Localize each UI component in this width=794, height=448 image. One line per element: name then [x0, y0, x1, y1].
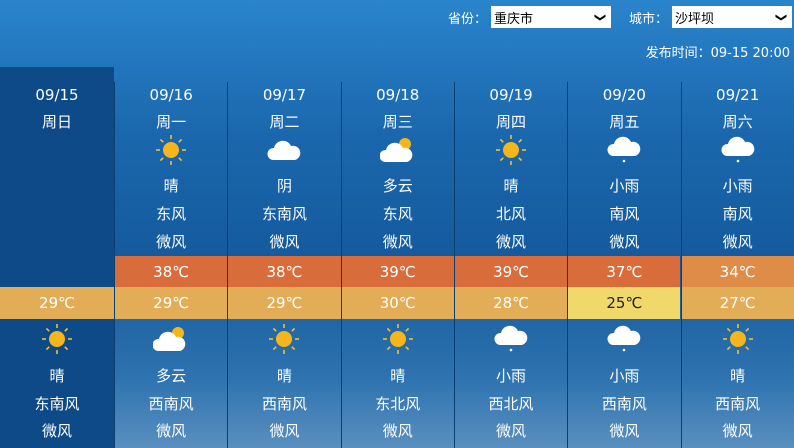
- publish-time: 发布时间：09-15 20:00: [645, 46, 790, 61]
- weekday: 周六: [722, 113, 753, 131]
- high-temp: 34℃: [681, 256, 794, 288]
- high-temp: 39℃: [341, 256, 454, 288]
- low-temp: 27℃: [681, 287, 794, 319]
- night-weather: 晴: [730, 367, 746, 385]
- rain-icon: [606, 324, 642, 354]
- partly-cloudy-icon: [152, 324, 189, 354]
- high-temp: 38℃: [115, 256, 228, 288]
- night-weather: 小雨: [609, 367, 640, 385]
- date: 09/20: [602, 86, 646, 104]
- location-selector: 省份： 重庆市 ❯ 城市： 沙坪坝 ❯: [430, 0, 794, 34]
- night-wind-level: 微风: [269, 422, 300, 440]
- night-weather: 小雨: [496, 367, 527, 385]
- night-wind-direction: 西南风: [148, 395, 194, 413]
- date: 09/16: [149, 86, 193, 104]
- low-temp: 25℃: [568, 287, 681, 319]
- city-select[interactable]: 沙坪坝 ❯: [672, 6, 792, 28]
- night-weather: 晴: [276, 367, 292, 385]
- forecast-day-09-17: 09/17 周二阴东南风 微风 38℃ 29℃ 晴西南风 微风: [227, 82, 341, 448]
- weekday: 周五: [609, 113, 640, 131]
- night-weather: 晴: [390, 367, 406, 385]
- forecast-grid: 09/15 周日 29℃ 晴东南风 微风 09/16 周一晴东风 微风 38℃ 29℃ 多云 西南风微…: [0, 67, 794, 448]
- province-label: 省份：: [447, 11, 487, 27]
- low-temp: 29℃: [228, 287, 341, 319]
- weekday: 周二: [269, 113, 300, 131]
- date: 09/19: [489, 86, 533, 104]
- city-label: 城市：: [628, 11, 668, 27]
- low-temp: 29℃: [115, 287, 228, 319]
- day-weather: 小雨: [609, 177, 640, 195]
- night-wind-direction: 西北风: [488, 395, 534, 413]
- day-wind-level: 微风: [269, 233, 300, 251]
- night-wind-direction: 东北风: [375, 395, 421, 413]
- night-weather: 多云: [156, 367, 187, 385]
- forecast-day-09-19: 09/19 周四晴北风 微风 39℃ 28℃ 小雨 西北风 微风: [453, 82, 568, 448]
- day-weather: 阴: [276, 177, 292, 195]
- province-select[interactable]: 重庆市 ❯: [490, 6, 611, 28]
- high-temp: 37℃: [568, 256, 681, 288]
- night-weather: 晴: [49, 367, 65, 385]
- sun-icon: [39, 324, 75, 354]
- day-weather: 晴: [163, 177, 179, 195]
- high-temp: 38℃: [228, 256, 341, 288]
- day-wind-direction: 东风: [156, 205, 187, 223]
- sun-icon: [153, 135, 189, 165]
- province-value: 重庆市: [493, 11, 533, 27]
- sun-icon: [266, 324, 302, 354]
- high-temp: 39℃: [454, 256, 568, 288]
- sun-icon: [720, 324, 756, 354]
- forecast-day-09-18: 09/18 周三 多云 东风 微风 39℃ 30℃ 晴东北风 微风: [340, 82, 454, 448]
- rain-icon: [493, 324, 529, 354]
- night-wind-direction: 西南风: [261, 395, 307, 413]
- chevron-down-icon: ❯: [593, 12, 607, 22]
- night-wind-level: 微风: [496, 422, 527, 440]
- date: 09/18: [376, 86, 420, 104]
- low-temp: 30℃: [341, 287, 454, 319]
- rain-icon: [720, 135, 756, 165]
- weekday: 周四: [496, 113, 527, 131]
- date: 09/21: [716, 86, 760, 104]
- day-wind-direction: 东南风: [261, 205, 307, 223]
- sun-icon: [380, 324, 416, 354]
- forecast-day-09-16: 09/16 周一晴东风 微风 38℃ 29℃ 多云 西南风 微风: [114, 82, 228, 448]
- day-wind-level: 微风: [609, 233, 640, 251]
- day-weather: 晴: [503, 177, 519, 195]
- day-wind-level: 微风: [496, 233, 527, 251]
- chevron-down-icon: ❯: [774, 12, 788, 22]
- day-wind-direction: 东风: [382, 205, 413, 223]
- forecast-day-09-15: 09/15 周日 29℃ 晴东南风微风: [0, 67, 114, 448]
- forecast-day-09-20: 09/20 周五 小雨 南风 微风 37℃ 25℃ 小雨 西南风 微风: [567, 82, 681, 448]
- day-wind-direction: 北风: [496, 205, 527, 223]
- day-weather: 多云: [382, 177, 413, 195]
- day-wind-level: 微风: [382, 233, 413, 251]
- partly-cloudy-icon: [379, 135, 416, 165]
- sun-icon: [493, 135, 529, 165]
- weekday: 周日: [41, 113, 72, 131]
- day-wind-level: 微风: [156, 233, 187, 251]
- night-wind-direction: 西南风: [715, 395, 761, 413]
- day-wind-direction: 南风: [609, 205, 640, 223]
- weekday: 周一: [156, 113, 187, 131]
- day-wind-level: 微风: [722, 233, 753, 251]
- night-wind-level: 微风: [41, 422, 72, 440]
- city-value: 沙坪坝: [675, 11, 715, 27]
- night-wind-direction: 西南风: [601, 395, 647, 413]
- rain-icon: [606, 135, 642, 165]
- night-wind-level: 微风: [156, 422, 187, 440]
- date: 09/17: [262, 86, 307, 104]
- day-wind-direction: 南风: [722, 205, 753, 223]
- night-wind-level: 微风: [382, 422, 413, 440]
- cloud-icon: [266, 135, 302, 165]
- low-temp: 29℃: [0, 287, 114, 319]
- day-weather: 小雨: [722, 177, 753, 195]
- low-temp: 28℃: [454, 287, 568, 319]
- date: 09/15: [35, 86, 79, 104]
- forecast-day-09-21: 09/21 周六 小雨 南风 微风 34℃ 27℃ 晴西南风 微风: [680, 82, 794, 448]
- night-wind-level: 微风: [609, 422, 640, 440]
- night-wind-level: 微风: [722, 422, 753, 440]
- night-wind-direction: 东南风: [34, 395, 80, 413]
- weekday: 周三: [382, 113, 413, 131]
